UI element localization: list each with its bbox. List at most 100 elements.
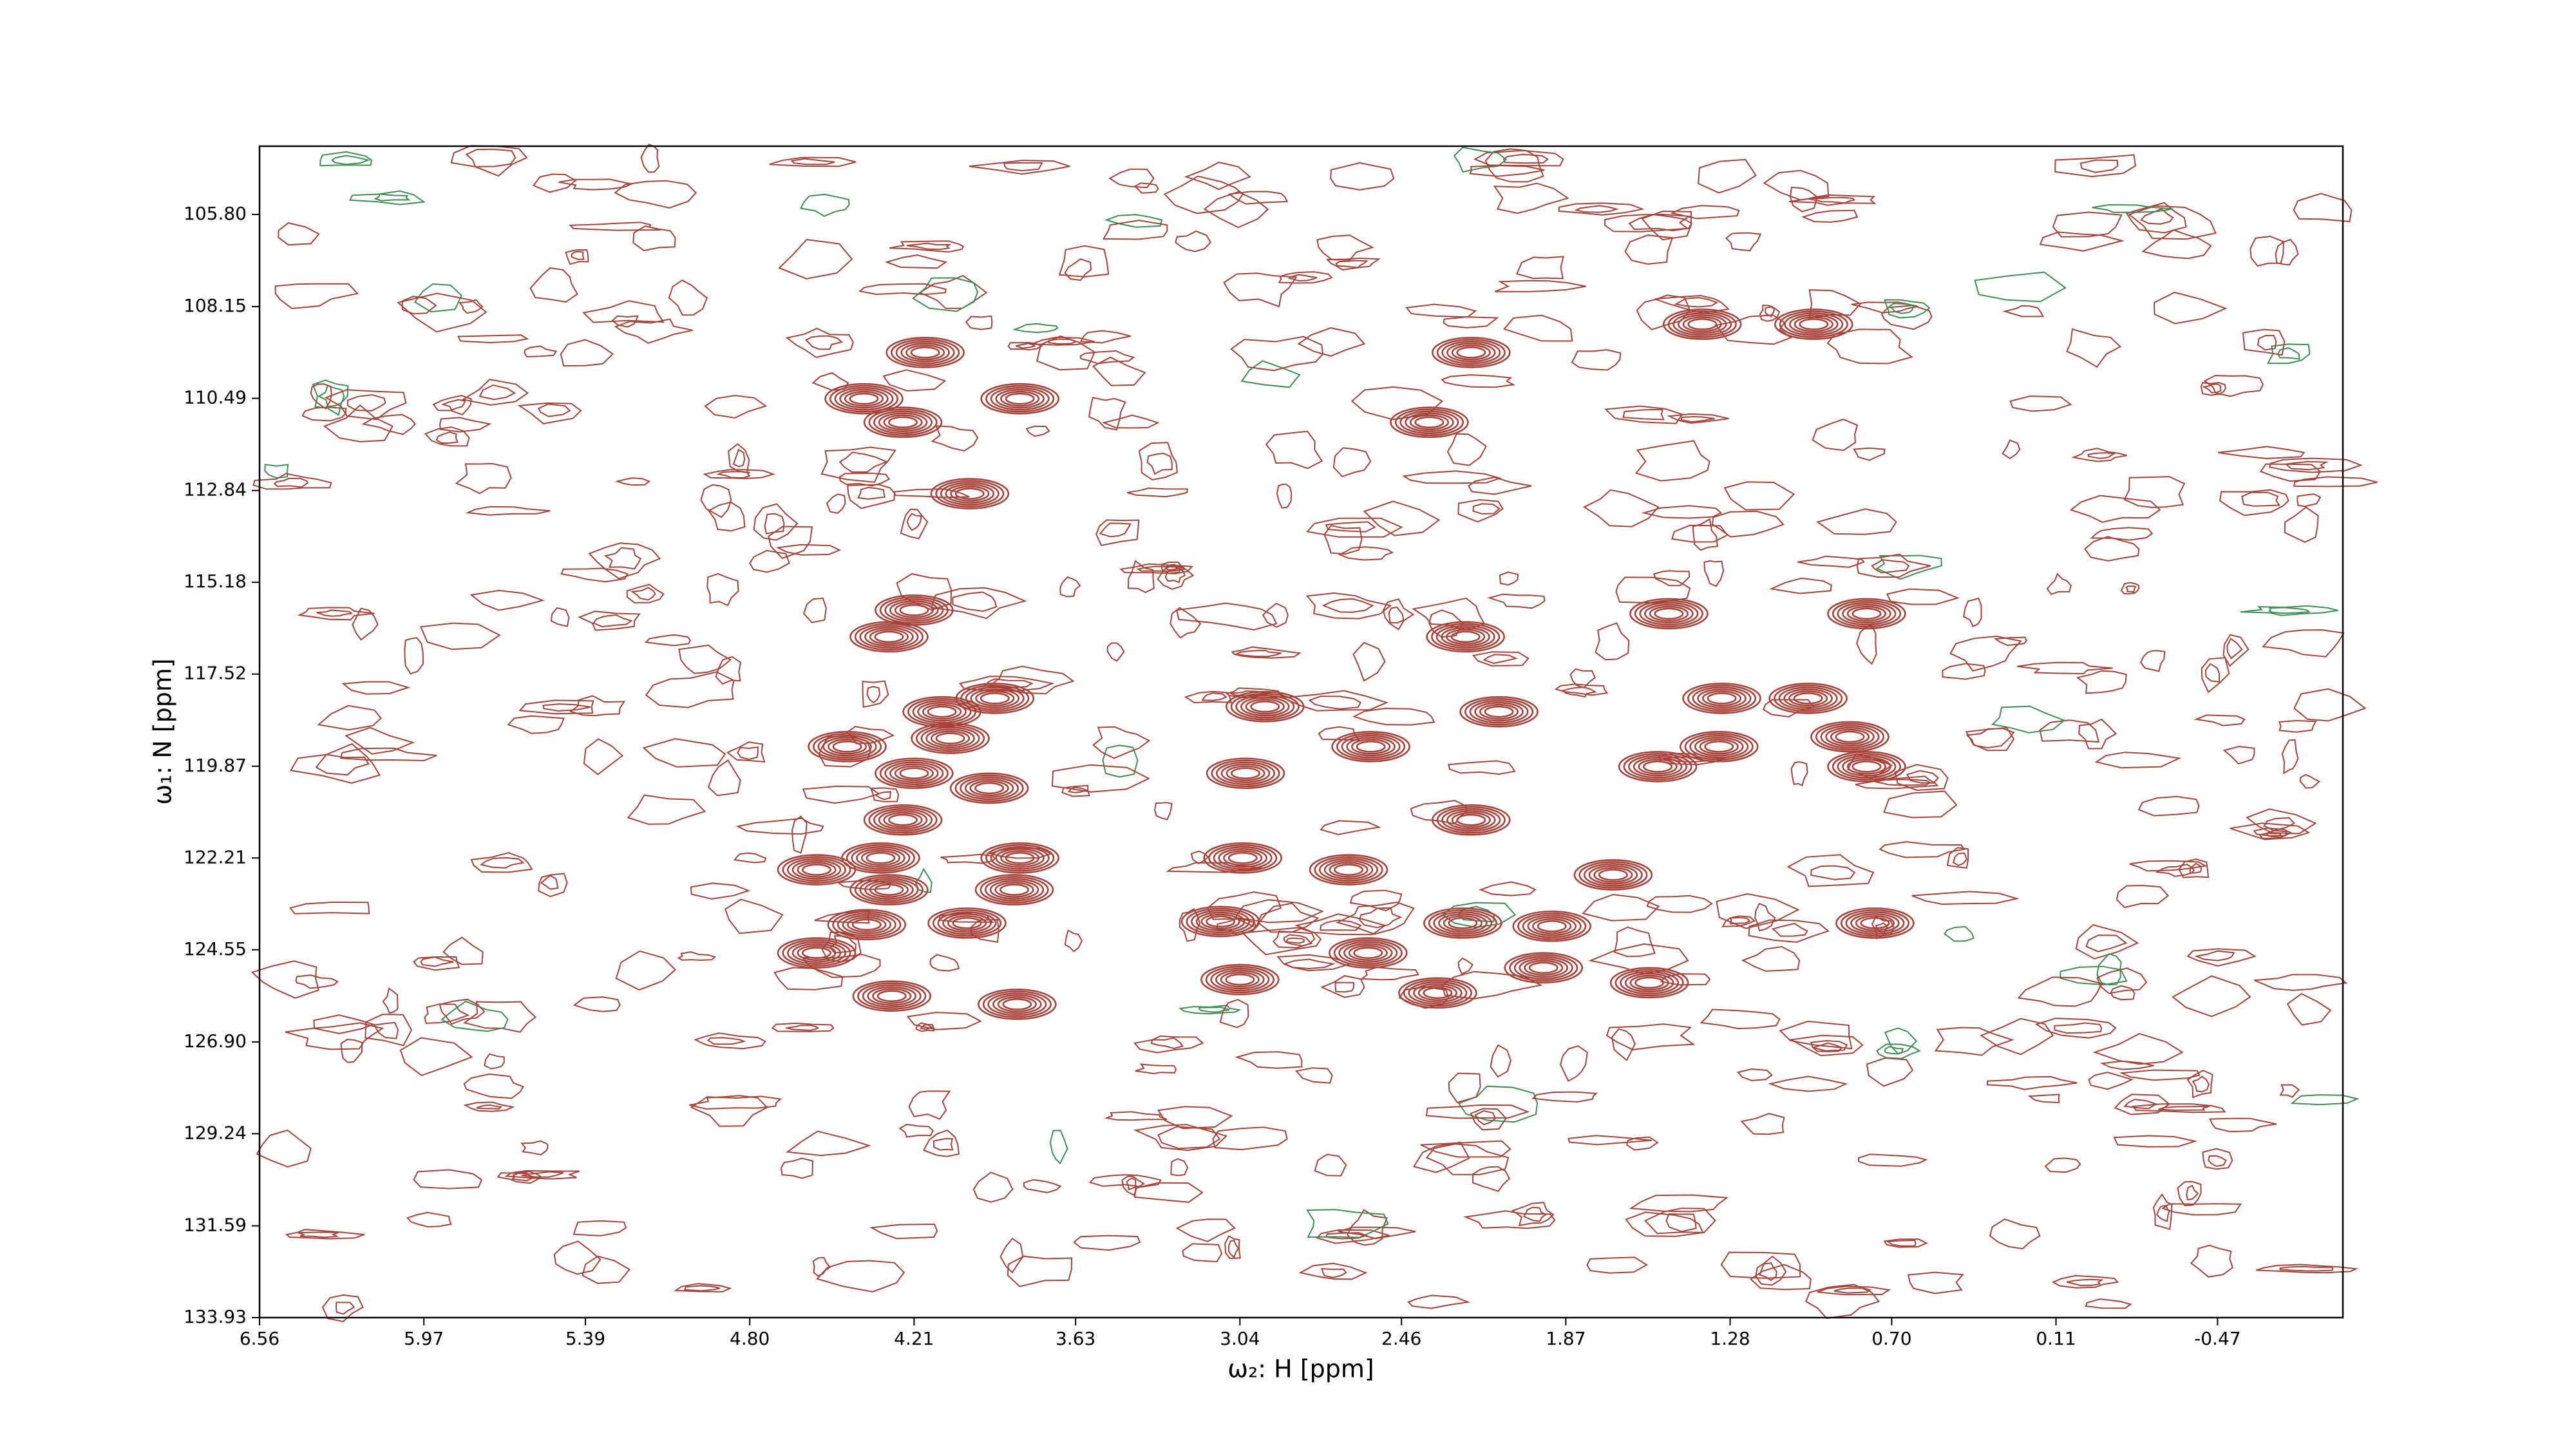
peak [824, 383, 904, 415]
noise-contour [582, 1255, 631, 1284]
noise-contour [2279, 1084, 2300, 1098]
noise-contour [1468, 477, 1532, 495]
peak-contour [1348, 945, 1388, 961]
noise-contour [1108, 168, 1155, 189]
noise-contour [273, 477, 309, 488]
noise-contour [1015, 343, 1036, 349]
noise-contour [1516, 256, 1564, 279]
noise-contour [614, 318, 693, 344]
noise-contour [2060, 965, 2128, 986]
noise-contour [2253, 974, 2348, 991]
noise-contour [1198, 1007, 1230, 1013]
noise-contour [1721, 915, 1756, 927]
noise-contour [1817, 1285, 1891, 1296]
peak-contour [942, 913, 992, 933]
noise-contour [442, 936, 484, 965]
peak-contour [867, 986, 917, 1006]
peak-contour [849, 392, 879, 405]
noise-contour [573, 1220, 627, 1236]
noise-contour [1640, 210, 1692, 241]
noise-contour [2085, 1298, 2132, 1309]
noise-contour [1703, 560, 1725, 587]
peak-contour [990, 846, 1050, 870]
noise-contour [838, 451, 889, 473]
noise-contour [406, 1211, 452, 1228]
noise-contour [345, 726, 415, 755]
noise-contour [1223, 272, 1298, 308]
noise-contour [2084, 536, 2140, 562]
peak-contour [980, 842, 1059, 874]
peak-contour [1428, 909, 1497, 937]
peak-contour [884, 761, 944, 786]
noise-contour [1127, 560, 1155, 594]
noise-contour [785, 327, 854, 358]
y-tick-label: 122.21 [184, 846, 247, 867]
peak-contour [1522, 914, 1582, 938]
peak-contour [999, 884, 1030, 896]
noise-contour [778, 238, 853, 279]
peak-contour [992, 994, 1042, 1014]
peak-contour [1532, 918, 1572, 934]
noise-contour [1316, 1229, 1390, 1244]
noise-contour [439, 998, 486, 1025]
noise-contour [2128, 205, 2217, 240]
noise-contour [2090, 527, 2154, 541]
noise-contour [644, 634, 692, 647]
peak-contour [797, 945, 837, 961]
noise-contour [583, 738, 624, 775]
noise-contour [768, 526, 813, 559]
noise-contour [615, 950, 677, 991]
noise-contour [690, 882, 751, 900]
peak-contour [1827, 751, 1906, 782]
peak-contour [1850, 913, 1900, 933]
noise-contour [1007, 341, 1043, 351]
noise-contour [1771, 922, 1808, 937]
noise-contour [2177, 1180, 2202, 1206]
noise-contour [2222, 746, 2255, 765]
noise-contour [683, 1285, 721, 1292]
peak-contour [1002, 998, 1032, 1010]
peak [1662, 308, 1742, 340]
peak-contour [1788, 314, 1839, 334]
noise-contour [341, 681, 411, 695]
peak-contour [1405, 412, 1454, 433]
noise-contour [2123, 1099, 2158, 1110]
peak-contour [1448, 917, 1478, 929]
noise-contour [2226, 638, 2243, 659]
noise-contour [1790, 761, 1808, 786]
noise-contour [2113, 1135, 2198, 1148]
peak-contour [1180, 905, 1260, 938]
noise-contour [361, 413, 416, 435]
noise-contour [922, 1129, 960, 1157]
noise-contour [862, 680, 889, 708]
peak-contour [782, 939, 851, 967]
peak-contour [857, 982, 927, 1010]
peak-contour [837, 913, 896, 937]
peak-contour [1331, 731, 1410, 762]
peak-contour [949, 772, 1029, 804]
peak-contour [1225, 690, 1305, 723]
noise-contour [2299, 773, 2321, 789]
peak-contour [1835, 730, 1865, 743]
peak-contour [1623, 753, 1692, 781]
noise-contour [958, 676, 1055, 692]
noise-contour [1712, 510, 1785, 538]
noise-contour [965, 315, 993, 330]
noise-contour [321, 1294, 364, 1323]
noise-contour [1288, 274, 1318, 281]
noise-layer [251, 144, 2378, 1323]
noise-contour [1765, 306, 1775, 317]
peak [827, 909, 907, 941]
y-tick-label: 119.87 [184, 755, 247, 776]
noise-contour [2203, 375, 2264, 397]
noise-contour [799, 193, 850, 217]
noise-contour [989, 665, 1075, 695]
noise-contour [312, 379, 349, 416]
peak-contour [1694, 737, 1744, 757]
peak-contour [1697, 688, 1747, 708]
noise-contour [1294, 913, 1387, 936]
noise-contour [1157, 1106, 1233, 1130]
noise-contour [1894, 764, 1949, 791]
peak-contour [1000, 390, 1040, 407]
noise-contour [1888, 303, 1915, 314]
